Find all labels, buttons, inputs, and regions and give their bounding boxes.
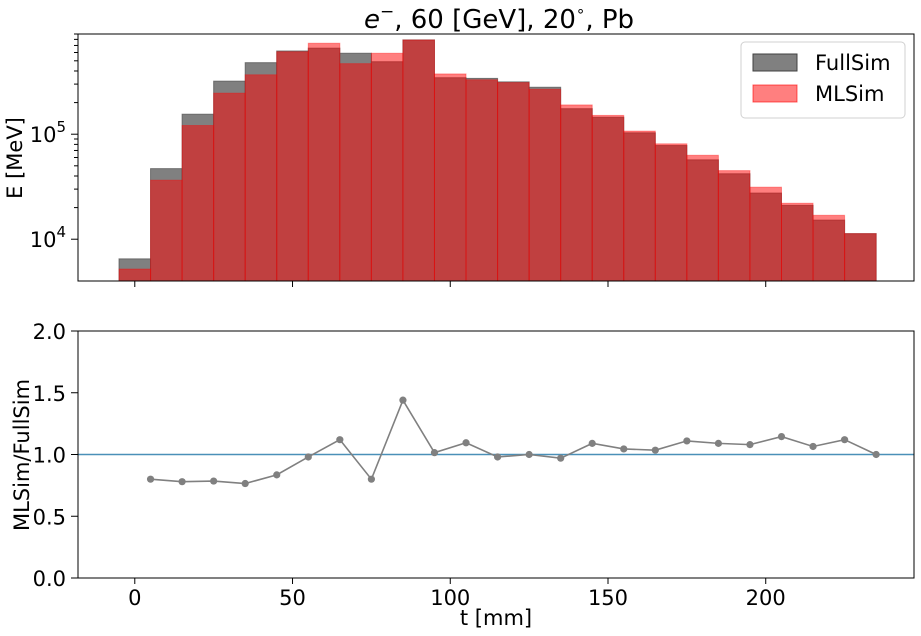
ratio-panel: 0.0 0.5 1.0 1.5 2.0 0 50 100 150 200 MLSim/FullS… (10, 320, 915, 630)
bar-mlsim-13 (528, 88, 562, 282)
bar-mlsim-16 (623, 130, 656, 282)
legend-swatch-mlsim (752, 84, 798, 103)
ratio-point-14 (588, 439, 596, 447)
legend-label-fullsim: FullSim (815, 51, 891, 75)
top-y-tick-label-0: 104 (30, 223, 66, 252)
ratio-line (150, 398, 877, 485)
bar-mlsim-7 (339, 63, 372, 282)
bar-mlsim-15 (591, 114, 625, 282)
bottom-y-tick-label-0: 0.0 (33, 567, 66, 591)
chart-title: e−, 60 [GeV], 20∘, Pb (364, 2, 634, 35)
bar-mlsim-3 (213, 92, 246, 282)
bar-mlsim-10 (433, 73, 467, 282)
x-tick-label-2: 100 (430, 586, 470, 610)
x-axis-label: t [mm] (460, 606, 532, 630)
bottom-y-tick-label-1: 0.5 (33, 505, 66, 529)
energy-histogram-panel: 104 105 E [MeV] FullSim MLSim (3, 33, 915, 287)
bottom-y-tick-label-3: 1.5 (33, 382, 66, 406)
title-energy-angle: , 60 [GeV], 20 (394, 5, 576, 35)
bar-mlsim-8 (370, 52, 404, 282)
ratio-point-4 (273, 471, 281, 479)
ratio-point-5 (304, 453, 312, 461)
x-tick-label-1: 50 (279, 586, 306, 610)
ratio-point-0 (146, 475, 155, 483)
bar-mlsim-12 (497, 82, 530, 282)
ratio-point-8 (399, 396, 407, 404)
ratio-point-21 (809, 442, 817, 451)
x-tick-label-0: 0 (128, 586, 141, 610)
x-tick-label-3: 150 (588, 586, 628, 610)
bar-mlsim-9 (402, 39, 435, 282)
x-tick-label-4: 200 (746, 586, 786, 610)
bottom-y-ticks: 0.0 0.5 1.0 1.5 2.0 (33, 320, 78, 591)
bottom-y-tick-label-2: 1.0 (33, 444, 66, 468)
legend-swatch-fullsim (752, 53, 798, 72)
top-y-ticks: 104 105 (30, 33, 78, 252)
bar-mlsim-1 (150, 179, 183, 282)
bar-mlsim-4 (244, 74, 278, 282)
ratio-point-15 (620, 445, 628, 453)
bar-mlsim-5 (276, 51, 309, 282)
ratio-point-23 (872, 450, 880, 459)
ratio-point-6 (336, 436, 344, 444)
title-degree: ∘ (576, 2, 585, 20)
top-y-axis-label: E [MeV] (3, 117, 27, 199)
bar-mlsim-17 (654, 143, 688, 282)
title-superscript: − (380, 2, 394, 22)
bar-mlsim-23 (844, 233, 877, 282)
ratio-point-10 (462, 439, 470, 447)
ratio-point-7 (367, 475, 375, 483)
top-x-ticks (134, 281, 767, 287)
bar-mlsim-18 (686, 154, 719, 282)
bar-mlsim-22 (812, 214, 846, 282)
bar-mlsim-20 (749, 186, 783, 282)
ratio-point-2 (210, 477, 218, 485)
bar-mlsim-21 (781, 202, 814, 282)
ratio-point-13 (557, 454, 565, 462)
ratio-point-20 (777, 432, 786, 441)
top-y-tick-label-1: 105 (30, 118, 66, 147)
title-particle: e (364, 5, 380, 35)
ratio-point-19 (746, 441, 754, 449)
ratio-point-16 (651, 446, 659, 454)
bar-mlsim-0 (118, 268, 152, 282)
ratio-point-11 (493, 453, 502, 461)
title-material: , Pb (585, 5, 634, 35)
ratio-point-1 (178, 478, 186, 486)
bottom-x-ticks: 0 50 100 150 200 (128, 578, 786, 610)
ratio-point-12 (525, 450, 533, 459)
ratio-point-18 (714, 439, 723, 447)
legend: FullSim MLSim (740, 41, 906, 119)
legend-label-mlsim: MLSim (815, 82, 884, 106)
ratio-point-9 (430, 449, 439, 457)
ratio-points (146, 396, 880, 488)
bar-mlsim-2 (181, 125, 215, 282)
bar-mlsim-19 (717, 170, 751, 282)
ratio-point-22 (840, 436, 849, 444)
ratio-point-3 (241, 479, 249, 488)
ratio-point-17 (683, 437, 691, 445)
bottom-y-axis-label: MLSim/FullSim (10, 379, 34, 531)
bar-mlsim-14 (560, 104, 593, 282)
bar-mlsim-6 (307, 42, 341, 282)
bar-mlsim-11 (465, 79, 499, 282)
bottom-y-tick-label-4: 2.0 (33, 320, 66, 344)
